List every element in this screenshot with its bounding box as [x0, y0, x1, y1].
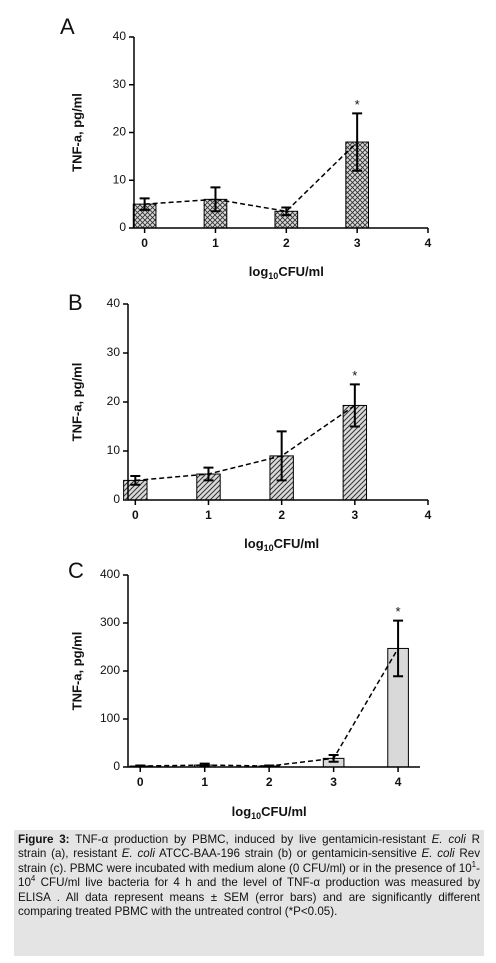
- y-tick-label: 0: [113, 492, 120, 506]
- caption-run: E. coli: [431, 833, 466, 846]
- error-bar: [281, 206, 292, 217]
- error-bar: [349, 383, 360, 428]
- caption-label: Figure 3:: [18, 833, 70, 846]
- caption-text: TNF-α production by PBMC, induced by liv…: [18, 833, 480, 918]
- error-bar: [393, 619, 404, 678]
- x-tick-label: 3: [351, 508, 358, 522]
- x-tick-label: 1: [205, 508, 212, 522]
- x-tick-label: 1: [212, 236, 219, 250]
- x-tick-label: 4: [395, 775, 402, 789]
- trend-line: [135, 404, 356, 482]
- y-tick-label: 0: [113, 759, 120, 773]
- x-tick-label: 2: [278, 508, 285, 522]
- caption-run: CFU/ml live bacteria for 4 h and the lev…: [18, 876, 480, 919]
- y-axis-label: TNF-a, pg/ml: [69, 93, 84, 172]
- x-tick-label: 3: [330, 775, 337, 789]
- y-tick-label: 40: [113, 29, 127, 43]
- panel-label: B: [68, 290, 83, 315]
- y-tick-label: 20: [113, 125, 127, 139]
- x-axis-label-part: 10: [251, 811, 261, 821]
- x-axis-label-part: 10: [268, 271, 278, 281]
- y-tick-label: 0: [119, 220, 126, 234]
- y-tick-label: 30: [107, 345, 121, 359]
- annotation: *: [352, 368, 357, 383]
- trend-line: [140, 648, 399, 767]
- y-tick-label: 20: [107, 394, 121, 408]
- annotation: *: [355, 97, 360, 112]
- x-tick-label: 0: [137, 775, 144, 789]
- caption-run: TNF-α production by PBMC, induced by liv…: [69, 833, 432, 846]
- x-tick-label: 2: [283, 236, 290, 250]
- error-bar: [130, 474, 141, 486]
- x-tick-label: 3: [354, 236, 361, 250]
- x-tick-label: 4: [425, 508, 432, 522]
- panel-label: C: [68, 558, 84, 583]
- panel-label: A: [60, 14, 75, 39]
- y-axis-label: TNF-a, pg/ml: [69, 363, 84, 442]
- error-bar: [203, 466, 214, 482]
- error-bar: [276, 430, 287, 482]
- y-tick-label: 30: [113, 77, 127, 91]
- x-axis-label: log10CFU/ml: [232, 804, 307, 821]
- chart: C 0 100 200 300 400 0 1 2 3 4 * TNF-a, pg/ml log10CFU…: [68, 558, 420, 821]
- x-axis-label-part: log: [232, 804, 252, 819]
- error-bar: [352, 112, 363, 172]
- error-bar: [210, 186, 221, 213]
- caption-run: R strain (a), resistant: [18, 833, 480, 861]
- y-tick-label: 300: [100, 615, 120, 629]
- x-axis-label-part: CFU/ml: [278, 264, 324, 279]
- annotation: *: [396, 604, 401, 619]
- x-tick-label: 0: [141, 236, 148, 250]
- x-tick-label: 4: [425, 236, 432, 250]
- y-tick-label: 40: [107, 296, 121, 310]
- x-axis-label: log10CFU/ml: [249, 264, 324, 281]
- y-axis-label: TNF-a, pg/ml: [69, 632, 84, 711]
- y-tick-label: 400: [100, 567, 120, 581]
- caption-run: 4: [30, 874, 36, 884]
- x-axis-label: log10CFU/ml: [244, 536, 319, 553]
- y-tick-label: 10: [113, 172, 127, 186]
- x-axis-label-part: CFU/ml: [274, 536, 320, 551]
- x-axis-label-part: log: [244, 536, 264, 551]
- error-bar: [139, 197, 150, 211]
- x-axis-label-part: CFU/ml: [261, 804, 307, 819]
- x-axis-label-part: 10: [264, 543, 274, 553]
- caption-run: ATCC-BAA-196 strain (b) or gentamicin-se…: [154, 847, 422, 861]
- x-tick-label: 1: [201, 775, 208, 789]
- caption-run: -10: [18, 861, 480, 890]
- x-axis-label-part: log: [249, 264, 269, 279]
- x-tick-label: 0: [132, 508, 139, 522]
- trend-line: [144, 141, 358, 213]
- caption-run: Rev strain (c). PBMC were incubated with…: [18, 847, 480, 875]
- error-bar: [328, 754, 339, 763]
- y-tick-label: 10: [107, 443, 121, 457]
- caption-run: E. coli: [421, 847, 455, 861]
- caption-run: 1: [471, 859, 477, 869]
- caption-run: E. coli: [121, 847, 155, 861]
- x-tick-label: 2: [266, 775, 273, 789]
- y-tick-label: 200: [100, 663, 120, 677]
- caption: Figure 3: TNF-α production by PBMC, indu…: [14, 830, 484, 956]
- y-tick-label: 100: [100, 711, 120, 725]
